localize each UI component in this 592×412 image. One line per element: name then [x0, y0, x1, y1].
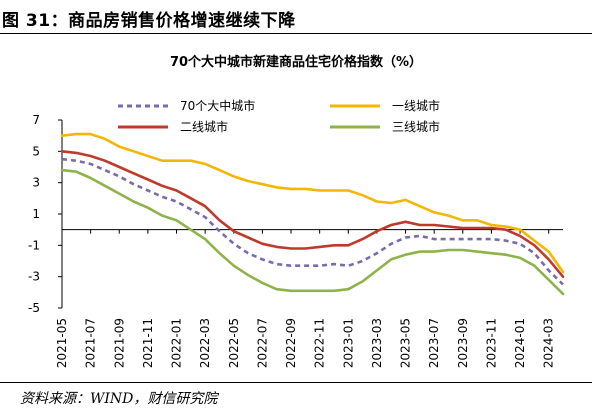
y-tick-label: -1	[28, 238, 40, 252]
x-tick-label: 2022-11	[313, 318, 327, 368]
x-tick-label: 2022-09	[284, 318, 298, 368]
chart-title: 70个大中城市新建商品住宅价格指数（%）	[170, 54, 422, 70]
legend-label-1: 一线城市	[392, 98, 440, 113]
y-tick-label: 7	[32, 113, 40, 127]
x-tick-label: 2024-01	[513, 318, 527, 368]
legend-label-0: 70个大中城市	[180, 98, 255, 113]
legend-label-2: 二线城市	[180, 119, 228, 134]
legend-label-3: 三线城市	[392, 119, 440, 134]
x-tick-label: 2023-09	[456, 318, 470, 368]
x-tick-label: 2021-11	[141, 318, 155, 368]
x-axis: 2021-05 2021-07 2021-09 2021-11 2022-01 2022-…	[55, 229, 563, 368]
x-tick-label: 2022-07	[255, 318, 269, 368]
figure-header: 图 31：商品房销售价格增速继续下降	[0, 0, 592, 34]
series-line-2	[60, 150, 565, 278]
y-tick-label: 3	[32, 176, 40, 190]
y-tick-label: 1	[32, 207, 40, 221]
figure-footer: 资料来源：WIND，财信研究院	[0, 382, 592, 412]
x-tick-label: 2023-11	[484, 318, 498, 368]
figure-title: 图 31：商品房销售价格增速继续下降	[2, 11, 296, 31]
series-line-0	[61, 157, 564, 286]
x-tick-label: 2022-03	[198, 318, 212, 368]
figure-source: 资料来源：WIND，财信研究院	[20, 391, 218, 407]
x-tick-label: 2023-01	[341, 318, 355, 368]
x-tick-label: 2024-03	[542, 318, 556, 368]
x-tick-label: 2023-03	[370, 318, 384, 368]
x-tick-label: 2021-09	[112, 318, 126, 368]
x-tick-label: 2023-05	[399, 318, 413, 368]
x-tick-label: 2021-07	[84, 318, 98, 368]
x-tick-label: 2021-05	[55, 318, 69, 368]
y-tick-label: -3	[28, 270, 40, 284]
plot-series	[60, 132, 565, 296]
y-axis: -5 -3 -1 1 3 5 7	[28, 113, 63, 315]
y-tick-label: -5	[28, 301, 40, 315]
x-tick-label: 2022-01	[170, 318, 184, 368]
x-tick-label: 2023-07	[427, 318, 441, 368]
y-tick-label: 5	[32, 144, 40, 158]
series-line-3	[60, 168, 565, 296]
series-line-1	[60, 132, 565, 274]
x-tick-label: 2022-05	[227, 318, 241, 368]
